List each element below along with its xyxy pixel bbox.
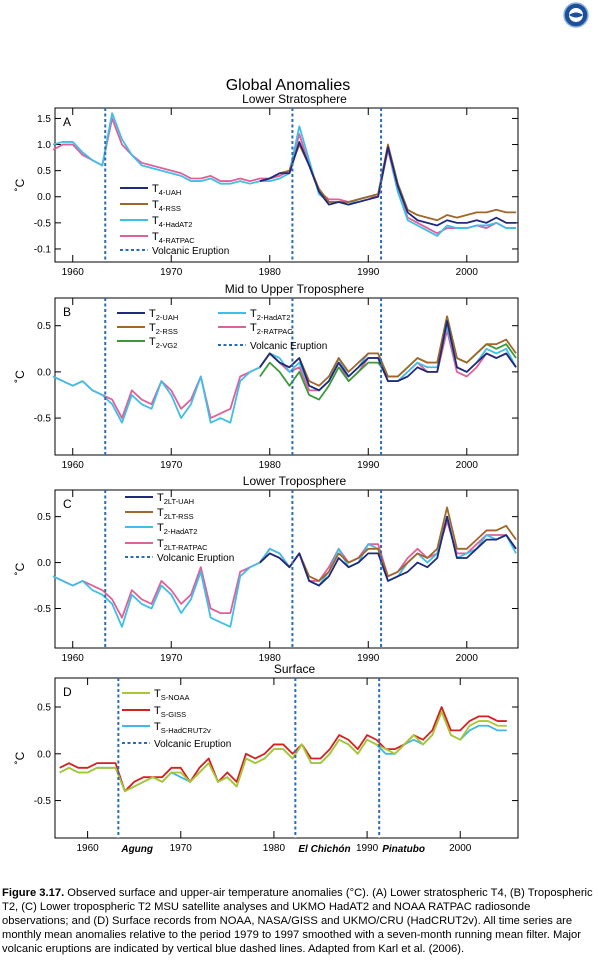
y-tick-label: 0.0 (37, 367, 51, 378)
series-line (52, 112, 517, 237)
x-tick-label: 1960 (62, 267, 85, 278)
x-tick-label: 1960 (62, 460, 85, 471)
legend-label: T4-RSS (152, 199, 181, 213)
panel-title: Mid to Upper Troposphere (225, 282, 365, 296)
legend-label: Volcanic Eruption (154, 739, 231, 750)
legend-label: Volcanic Eruption (152, 246, 229, 257)
legend-label: T2-RATPAC (250, 322, 293, 336)
caption-text: Observed surface and upper-air temperatu… (2, 887, 593, 955)
y-axis-label: ˚C (13, 751, 27, 764)
legend-label: T4-UAH (152, 183, 181, 197)
x-tick-label: 2000 (456, 460, 479, 471)
x-tick-label: 1990 (357, 460, 380, 471)
volcano-label: Pinatubo (382, 844, 425, 855)
series-line (259, 143, 517, 222)
legend-label: T2LT-RSS (157, 507, 194, 521)
legend-label: TS-NOAA (154, 688, 190, 702)
series-line (52, 520, 517, 619)
y-tick-label: 0.5 (37, 703, 51, 714)
caption: Figure 3.17. Observed surface and upper-… (2, 886, 594, 956)
legend-label: T2LT-UAH (157, 492, 194, 506)
y-tick-label: 1.5 (37, 114, 51, 125)
legend-label: T4-HadAT2 (152, 215, 192, 229)
y-axis-label: ˚C (13, 178, 27, 191)
legend-label: T2-VG2 (149, 336, 177, 350)
series-line (59, 710, 507, 793)
x-tick-label: 1960 (76, 843, 99, 854)
y-tick-label: 0.0 (37, 558, 51, 569)
volcano-label: Agung (120, 844, 153, 855)
x-tick-label: 1980 (259, 653, 282, 664)
plot-frame (54, 107, 519, 263)
x-tick-label: 2000 (456, 653, 479, 664)
y-tick-label: 1.0 (37, 140, 51, 151)
legend-label: T2-HadAT2 (157, 522, 197, 536)
y-tick-label: 0.5 (37, 166, 51, 177)
y-axis-label: ˚C (13, 370, 27, 383)
panel-title: Surface (274, 662, 316, 676)
y-tick-label: 0.5 (37, 321, 51, 332)
series-line (59, 706, 507, 793)
legend-label: Volcanic Eruption (157, 553, 234, 564)
series-line (52, 515, 517, 628)
x-tick-label: 2000 (456, 267, 479, 278)
y-tick-label: -0.1 (34, 244, 52, 255)
y-tick-label: -0.5 (34, 604, 52, 615)
y-tick-label: -0.5 (34, 414, 52, 425)
y-axis-label: ˚C (13, 562, 27, 575)
y-tick-label: 0.0 (37, 192, 51, 203)
series-line (259, 515, 517, 587)
panel-letter: C (63, 497, 72, 511)
x-tick-label: 1970 (160, 653, 183, 664)
y-tick-label: 0.5 (37, 512, 51, 523)
panel-letter: D (63, 685, 72, 699)
caption-label: Figure 3.17. (2, 887, 65, 899)
x-tick-label: 1980 (259, 460, 282, 471)
x-tick-label: 1970 (160, 267, 183, 278)
panel-letter: B (63, 305, 71, 319)
panel-title: Lower Troposphere (243, 474, 347, 488)
x-tick-label: 1990 (357, 653, 380, 664)
x-tick-label: 1990 (357, 267, 380, 278)
noaa-logo (563, 2, 589, 28)
series-line (259, 141, 517, 227)
y-tick-label: -0.5 (34, 218, 52, 229)
legend-label: TS-GISS (154, 705, 186, 719)
x-tick-label: 1970 (170, 843, 193, 854)
plot-frame (54, 489, 519, 649)
y-tick-label: 0.0 (37, 749, 51, 760)
x-tick-label: 1980 (263, 843, 286, 854)
main-title: Global Anomalies (226, 77, 351, 94)
y-tick-label: -0.5 (34, 796, 52, 807)
plot-frame (54, 677, 519, 839)
legend-label: T4-RATPAC (152, 231, 195, 245)
x-tick-label: 1980 (259, 267, 282, 278)
legend-label: T2LT-RATPAC (157, 538, 208, 552)
x-tick-label: 1990 (356, 843, 379, 854)
logo-bird (569, 12, 583, 18)
legend-label: T2-HadAT2 (250, 308, 290, 322)
panel-title: Lower Stratosphere (242, 92, 347, 106)
panel-letter: A (63, 115, 71, 129)
chart: Global Anomalies Lower Stratosphere A ˚C 1.… (13, 2, 589, 855)
series-line (59, 710, 507, 793)
legend-label: TS-HadCRUT2v (154, 721, 211, 735)
x-tick-label: 1960 (62, 653, 85, 664)
legend-label: T2-RSS (149, 322, 178, 336)
x-tick-label: 1970 (160, 460, 183, 471)
x-tick-label: 2000 (449, 843, 472, 854)
series-line (259, 320, 517, 392)
legend-label: T2-UAH (149, 308, 178, 322)
legend-label: Volcanic Eruption (250, 341, 327, 352)
volcano-label: El Chichón (298, 844, 350, 855)
